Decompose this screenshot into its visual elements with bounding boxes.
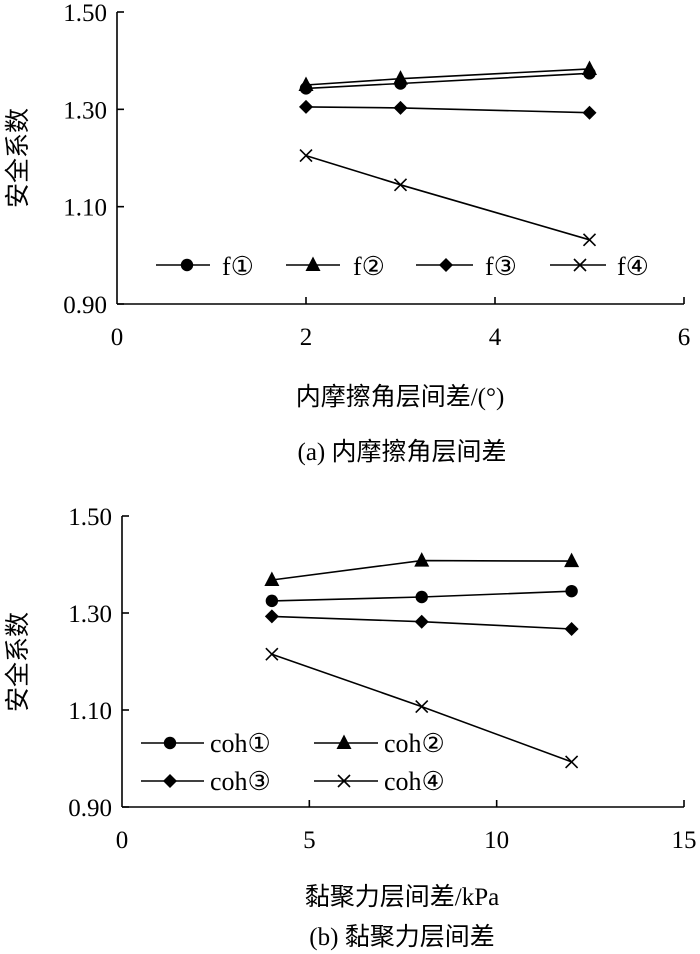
chart-a-series-4-point-2: [393, 178, 408, 192]
chart-b-xtick-label: 10: [484, 827, 509, 854]
chart-a-series-3-point-2: [393, 100, 408, 115]
chart-b-series-2-point-3: [564, 552, 580, 568]
chart-b-ytick-label: 0.90: [68, 795, 112, 822]
chart-b-xlabel: 黏聚力层间差/kPa: [305, 883, 499, 911]
chart-a-xtick-label: 6: [678, 324, 691, 351]
chart-b-series-1-point-2: [415, 590, 428, 604]
chart-a-series-4-point-3: [582, 233, 597, 247]
chart-a-xlabel: 内摩擦角层间差/(°): [296, 383, 505, 411]
legend-a-marker-1: [180, 258, 194, 272]
legend-b-label-1: coh①: [210, 729, 271, 758]
chart-b-xtick-label: 15: [672, 827, 697, 854]
chart-b: 0.90 1.10 1.30 1.50 0 5 10 15 coh① coh② coh③ c…: [4, 504, 697, 951]
chart-b-series-1-point-1: [265, 594, 279, 608]
chart-b-x-ticks: 0 5 10 15: [116, 800, 697, 854]
chart-b-series-4-point-3: [565, 755, 579, 769]
chart-b-caption: (b) 黏聚力层间差: [309, 923, 494, 951]
chart-a-y-ticks: 0.90 1.10 1.30 1.50: [63, 0, 124, 319]
chart-a-series-4-point-1: [299, 149, 313, 163]
chart-a-legend: f① f② f③ f④: [156, 252, 649, 281]
chart-b-ytick-label: 1.50: [68, 504, 112, 531]
chart-a-caption: (a) 内摩擦角层间差: [298, 438, 507, 466]
chart-b-xtick-label: 5: [303, 827, 316, 854]
chart-b-ylabel: 安全系数: [4, 612, 32, 712]
chart-a-xtick-label: 4: [489, 324, 502, 351]
chart-b-series-2-point-1: [264, 571, 280, 587]
chart-b-series-2-point-2: [414, 552, 430, 567]
chart-a-xtick-label: 2: [300, 324, 313, 351]
legend-a-label-2: f②: [353, 252, 385, 281]
legend-a-label-3: f③: [485, 252, 517, 281]
chart-a-ytick-label: 0.90: [63, 292, 107, 319]
chart-a-xtick-label: 0: [111, 324, 124, 351]
legend-a-label-4: f④: [617, 252, 649, 281]
chart-a-series-line-4: [305, 154, 590, 241]
chart-b-series-1-point-3: [565, 584, 578, 598]
legend-b-marker-4: [337, 774, 351, 788]
chart-a-series-2-point-3: [582, 60, 597, 75]
chart-a-x-ticks: 0 2 4 6: [111, 297, 691, 351]
chart-a-series: [298, 60, 597, 247]
chart-b-series-4-point-2: [415, 700, 429, 714]
legend-b-label-2: coh②: [384, 729, 445, 758]
chart-b-ytick-label: 1.10: [68, 698, 112, 725]
chart-a-ytick-label: 1.30: [63, 97, 107, 124]
chart-b-series-3-point-1: [264, 609, 279, 624]
chart-b-series-3-point-2: [414, 614, 429, 629]
chart-a-series-line-3: [305, 106, 590, 114]
chart-b-series: [264, 552, 580, 769]
chart-a-series-2-point-1: [298, 76, 314, 91]
legend-a-marker-4: [573, 258, 587, 272]
chart-b-ytick-label: 1.30: [68, 601, 112, 628]
chart-b-y-ticks: 0.90 1.10 1.30 1.50: [68, 504, 129, 822]
chart-a-series-2-point-2: [393, 70, 408, 85]
legend-a-marker-2: [305, 256, 321, 271]
legend-a-marker-3: [439, 258, 453, 272]
chart-b-xtick-label: 0: [116, 827, 129, 854]
legend-b-label-3: coh③: [210, 767, 271, 796]
legend-b-label-4: coh④: [384, 767, 445, 796]
legend-b-marker-1: [163, 736, 177, 750]
legend-a-label-1: f①: [222, 252, 254, 281]
legend-b-marker-3: [163, 774, 177, 788]
chart-b-legend: coh① coh② coh③ coh④: [141, 729, 445, 796]
chart-a-ytick-label: 1.10: [63, 195, 107, 222]
chart-a-series-3-point-1: [299, 99, 313, 114]
chart-a: 0.90 1.10 1.30 1.50 0 2 4 6 f① f② f③ f④ 安全系数 内…: [4, 0, 690, 466]
legend-b-marker-2: [336, 734, 352, 749]
chart-a-series-3-point-3: [582, 105, 597, 120]
chart-a-ytick-label: 1.50: [63, 0, 107, 27]
chart-a-series-line-2: [305, 68, 590, 86]
chart-a-ylabel: 安全系数: [4, 108, 32, 208]
chart-b-series-3-point-3: [564, 622, 579, 637]
chart-b-series-4-point-1: [265, 647, 279, 661]
